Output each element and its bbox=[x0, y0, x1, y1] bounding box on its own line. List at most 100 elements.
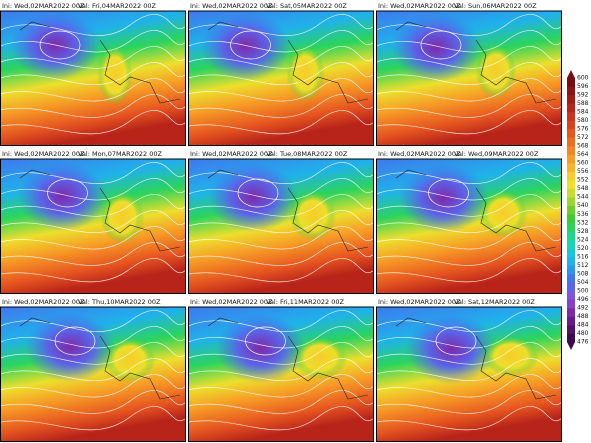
valid-time: Val: Sat,05MAR2022 00Z bbox=[266, 2, 347, 10]
colorbar-label: 532 bbox=[577, 219, 589, 226]
colorbar-segment bbox=[567, 137, 575, 147]
contour-ring bbox=[230, 30, 271, 60]
contour bbox=[188, 14, 374, 36]
contour bbox=[376, 258, 562, 283]
contour bbox=[0, 310, 186, 332]
colorbar-segment bbox=[567, 103, 575, 113]
colorbar-label: 576 bbox=[577, 126, 589, 133]
colorbar-segment bbox=[567, 86, 575, 96]
valid-time: Val: Thu,10MAR2022 00Z bbox=[78, 298, 161, 306]
cutoff-low bbox=[483, 336, 539, 376]
colorbar-segment bbox=[567, 256, 575, 266]
coastline bbox=[19, 317, 181, 400]
contour bbox=[188, 210, 374, 233]
init-time: Ini: Wed,02MAR2022 00Z bbox=[378, 150, 461, 158]
panel-border bbox=[188, 306, 374, 442]
colorbar-segment bbox=[567, 112, 575, 121]
colorbar-label: 476 bbox=[577, 339, 589, 346]
panel-header bbox=[0, 148, 186, 159]
colorbar-label: 508 bbox=[577, 270, 589, 277]
valid-time: Val: Fri,04MAR2022 00Z bbox=[78, 2, 157, 10]
coastline bbox=[19, 169, 181, 252]
contour-ring bbox=[435, 326, 477, 356]
contour bbox=[188, 46, 374, 69]
contour bbox=[376, 162, 562, 184]
contour bbox=[0, 358, 186, 381]
contour bbox=[376, 30, 562, 53]
colorbar-segment bbox=[567, 324, 575, 334]
coastline bbox=[395, 169, 557, 252]
colorbar-label: 484 bbox=[577, 321, 589, 328]
contour bbox=[188, 242, 374, 266]
contour bbox=[376, 94, 562, 118]
map bbox=[188, 11, 374, 146]
colorbar-label: 520 bbox=[577, 245, 589, 252]
contour bbox=[188, 310, 374, 332]
colorbar-arrow-bottom bbox=[567, 342, 575, 350]
contour-ring bbox=[237, 178, 279, 208]
contour bbox=[0, 342, 186, 365]
colorbar-label: 560 bbox=[577, 160, 589, 167]
colorbar-label: 524 bbox=[577, 236, 589, 243]
coastline bbox=[19, 21, 181, 104]
contour bbox=[0, 326, 186, 349]
colorbar-label: 488 bbox=[577, 313, 589, 320]
colorbar-segment bbox=[567, 333, 575, 343]
contour bbox=[376, 194, 562, 217]
colorbar-segment bbox=[567, 146, 575, 155]
contour bbox=[188, 62, 374, 85]
contour bbox=[188, 258, 374, 283]
colorbar-label: 544 bbox=[577, 194, 589, 201]
contour bbox=[188, 358, 374, 381]
colorbar-label: 600 bbox=[577, 75, 589, 82]
colorbar-segment bbox=[567, 171, 575, 181]
colorbar-label: 512 bbox=[577, 262, 589, 269]
contour bbox=[188, 94, 374, 118]
valid-time: Val: Fri,11MAR2022 00Z bbox=[266, 298, 345, 306]
contour bbox=[0, 390, 186, 414]
panel-header bbox=[188, 296, 374, 307]
colorbar-label: 480 bbox=[577, 330, 589, 337]
panel-border bbox=[376, 10, 562, 146]
contour-ring bbox=[54, 326, 96, 356]
contour bbox=[188, 226, 374, 250]
low-center bbox=[25, 312, 115, 382]
panel-header bbox=[376, 296, 562, 307]
colorbar-segment bbox=[567, 299, 575, 309]
contour-ring bbox=[420, 30, 462, 60]
valid-time: Val: Sat,12MAR2022 00Z bbox=[454, 298, 535, 306]
contour bbox=[376, 374, 562, 398]
contour-ring bbox=[47, 178, 88, 208]
contour bbox=[0, 258, 186, 283]
coastline bbox=[395, 21, 557, 104]
contour bbox=[376, 14, 562, 36]
panel-header bbox=[376, 148, 562, 159]
valid-time: Val: Sun,06MAR2022 00Z bbox=[454, 2, 537, 10]
map bbox=[376, 159, 562, 294]
colorbar: 4764804844884924965005045085125165205245… bbox=[567, 70, 589, 350]
panel-header bbox=[188, 0, 374, 11]
colorbar-label: 516 bbox=[577, 253, 589, 260]
colorbar-segment bbox=[567, 78, 575, 87]
colorbar-label: 588 bbox=[577, 100, 589, 107]
map bbox=[0, 307, 186, 442]
colorbar-segment bbox=[567, 273, 575, 283]
coastline bbox=[207, 317, 369, 400]
colorbar-segment bbox=[567, 214, 575, 224]
contour bbox=[0, 374, 186, 398]
panel-header bbox=[188, 148, 374, 159]
init-time: Ini: Wed,02MAR2022 00Z bbox=[2, 298, 85, 306]
contour bbox=[376, 110, 562, 135]
valid-time: Val: Wed,09MAR2022 00Z bbox=[454, 150, 539, 158]
colorbar-segment bbox=[567, 180, 575, 190]
contour bbox=[0, 110, 186, 135]
contour bbox=[0, 62, 186, 85]
coastline bbox=[207, 21, 369, 104]
panel-border bbox=[188, 10, 374, 146]
contour bbox=[0, 162, 186, 184]
colorbar-segment bbox=[567, 188, 575, 198]
